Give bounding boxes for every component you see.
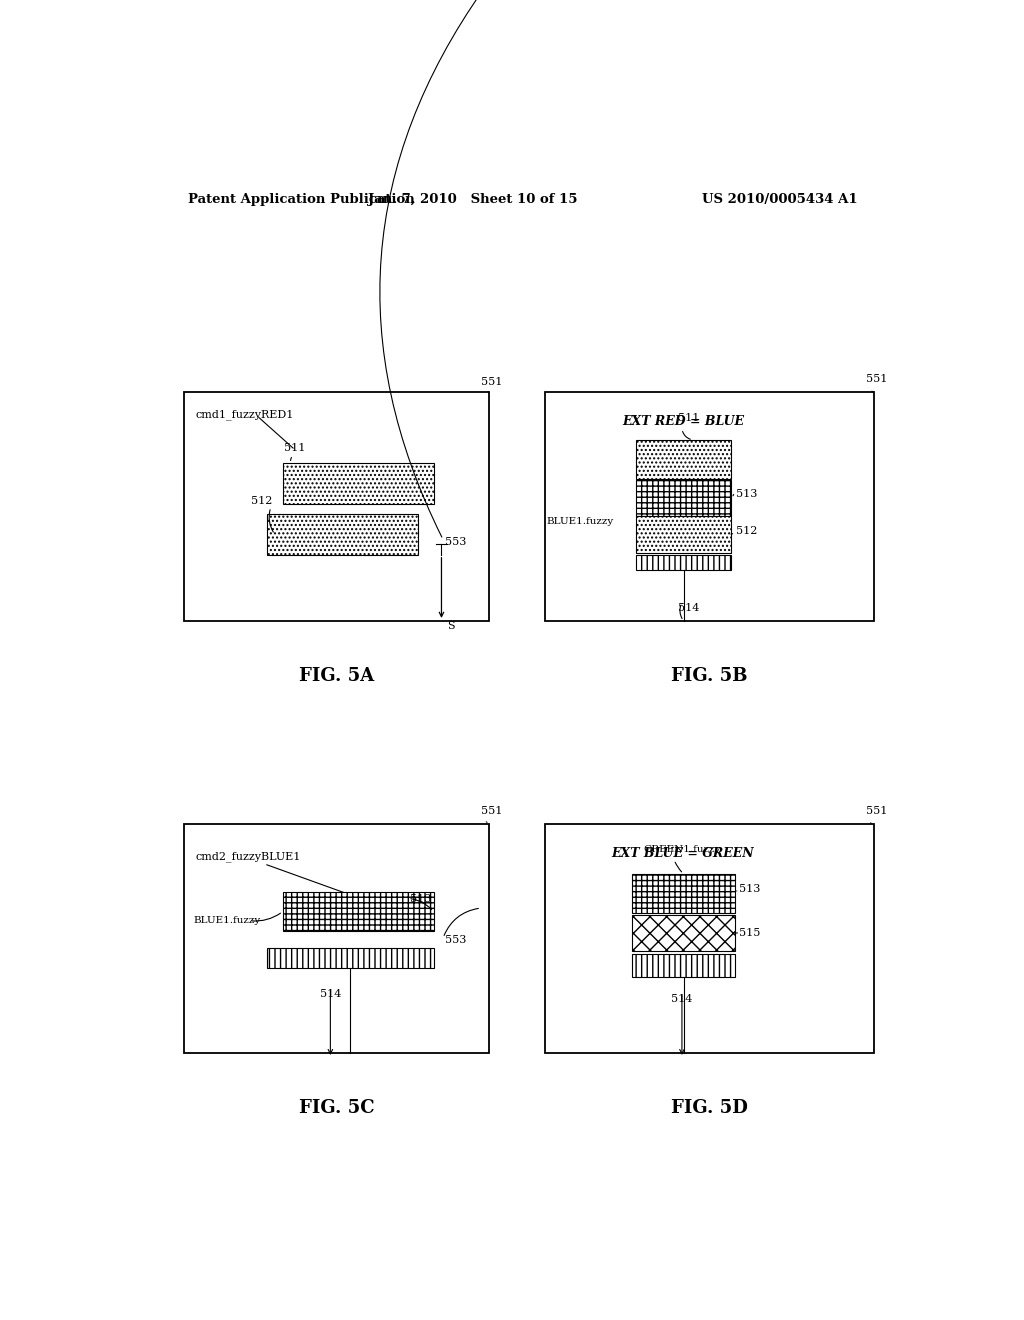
Text: S: S: [447, 620, 455, 631]
Bar: [632, 954, 735, 977]
Text: 551: 551: [866, 374, 888, 384]
Text: 553: 553: [445, 935, 467, 945]
Text: 514: 514: [678, 603, 699, 612]
Bar: [283, 463, 433, 504]
Text: Patent Application Publication: Patent Application Publication: [187, 193, 415, 206]
Text: cmd2_fuzzyBLUE1: cmd2_fuzzyBLUE1: [196, 851, 301, 862]
Bar: [267, 948, 433, 969]
Text: EXT BLUE = GREEN: EXT BLUE = GREEN: [611, 846, 755, 859]
Bar: [636, 516, 731, 553]
Text: EXT RED = BLUE: EXT RED = BLUE: [622, 414, 744, 428]
Text: 514: 514: [319, 989, 341, 999]
Text: 511: 511: [284, 444, 305, 453]
Text: 512: 512: [251, 496, 272, 506]
Text: 553: 553: [445, 537, 467, 546]
Bar: [183, 824, 489, 1053]
Bar: [283, 892, 433, 931]
Bar: [636, 554, 731, 570]
Bar: [183, 392, 489, 620]
Text: FIG. 5D: FIG. 5D: [671, 1098, 748, 1117]
Text: 551: 551: [481, 378, 503, 387]
Text: 513: 513: [736, 488, 758, 499]
Bar: [632, 874, 735, 912]
Text: 513: 513: [410, 895, 431, 904]
Text: FIG. 5B: FIG. 5B: [671, 667, 748, 685]
Bar: [632, 915, 735, 952]
Text: 513: 513: [739, 884, 761, 894]
Bar: [636, 479, 731, 516]
Text: 515: 515: [739, 928, 761, 939]
Text: 514: 514: [672, 994, 692, 1005]
Bar: [545, 392, 874, 620]
Text: cmd1_fuzzyRED1: cmd1_fuzzyRED1: [196, 409, 294, 420]
Bar: [636, 440, 731, 479]
Text: Jan. 7, 2010   Sheet 10 of 15: Jan. 7, 2010 Sheet 10 of 15: [369, 193, 578, 206]
Text: BLUE1.fuzzy: BLUE1.fuzzy: [546, 516, 613, 525]
Text: 512: 512: [736, 527, 758, 536]
Text: FIG. 5C: FIG. 5C: [299, 1098, 374, 1117]
Text: GREEN1.fuzzy: GREEN1.fuzzy: [643, 845, 721, 854]
Text: FIG. 5A: FIG. 5A: [299, 667, 374, 685]
Text: 551: 551: [866, 807, 888, 816]
Text: BLUE1.fuzzy: BLUE1.fuzzy: [194, 916, 261, 925]
Bar: [267, 513, 418, 554]
Text: 511: 511: [678, 413, 699, 422]
Text: 551: 551: [481, 807, 503, 816]
Text: US 2010/0005434 A1: US 2010/0005434 A1: [702, 193, 858, 206]
Bar: [545, 824, 874, 1053]
